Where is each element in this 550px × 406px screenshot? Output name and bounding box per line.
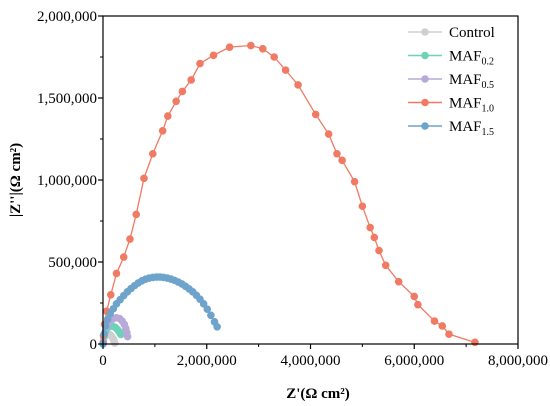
data-point (394, 277, 403, 286)
data-point (338, 156, 346, 165)
legend-item: MAF1.5 (408, 119, 494, 138)
data-point (149, 149, 157, 158)
legend-item: MAF0.5 (408, 72, 494, 91)
data-point (123, 332, 132, 341)
data-point (324, 130, 333, 138)
y-tick-label: 1,000,000 (37, 173, 97, 189)
data-point (445, 330, 453, 338)
data-point (414, 300, 422, 309)
data-point (375, 246, 383, 255)
y-tick-label: 2,000,000 (37, 9, 97, 25)
data-point (213, 322, 221, 331)
legend-item: MAF0.2 (408, 49, 494, 68)
legend-marker (421, 122, 429, 130)
data-point (358, 202, 367, 211)
data-point (203, 305, 212, 314)
data-point (247, 41, 255, 50)
series-line (102, 44, 476, 344)
data-point (172, 97, 180, 106)
legend-item: MAF1.0 (408, 96, 494, 115)
legend-label: Control (449, 25, 495, 41)
y-tick-label: 500,000 (48, 255, 97, 271)
legend-marker (421, 98, 429, 107)
data-point (132, 210, 141, 219)
data-point (106, 290, 115, 299)
x-tick-label: 2,000,000 (177, 353, 237, 369)
series-MAF1.0 (99, 41, 479, 347)
data-point (100, 330, 108, 338)
legend-marker (421, 51, 429, 60)
data-point (370, 233, 379, 242)
data-point (366, 223, 374, 232)
plot-frame (102, 15, 519, 345)
data-point (207, 311, 215, 320)
data-point (140, 174, 148, 183)
x-tick-label: 4,000,000 (281, 353, 341, 369)
data-point (187, 76, 195, 84)
data-point (158, 127, 167, 135)
x-tick-label: 0 (99, 353, 107, 369)
data-point (258, 44, 267, 53)
x-tick-label: 8,000,000 (488, 353, 548, 369)
data-point (438, 322, 447, 330)
legend-label: MAF1.0 (449, 96, 494, 115)
legend-marker (421, 28, 429, 36)
legend: Control MAF0.2 MAF0.5 MAF1.0 MAF1.5 (408, 25, 495, 138)
legend-marker (421, 75, 429, 83)
data-point (410, 292, 419, 301)
axes: 0 2,000,000 4,000,000 6,000,000 8,000,000 0 50… (37, 9, 548, 369)
data-point (119, 253, 128, 261)
data-point (178, 87, 187, 96)
data-point (164, 112, 172, 120)
data-point (281, 66, 290, 74)
data-point (209, 51, 218, 60)
data-point (225, 43, 234, 51)
legend-label: MAF1.5 (449, 119, 494, 138)
data-point (333, 149, 341, 158)
data-point (311, 110, 320, 119)
y-axis-title: |Z''|(Ω cm²) (8, 143, 24, 217)
data-point (350, 177, 359, 186)
data-point (430, 317, 439, 325)
plot-area (99, 41, 479, 348)
y-tick-label: 1,500,000 (37, 91, 97, 107)
x-axis-title: Z'(Ω cm²) (286, 386, 350, 402)
x-tick-label: 6,000,000 (384, 353, 444, 369)
data-point (270, 53, 278, 61)
data-point (196, 59, 204, 68)
data-point (112, 269, 121, 278)
data-point (110, 339, 119, 347)
data-point (294, 81, 302, 89)
legend-label: MAF0.5 (449, 72, 494, 91)
data-point (381, 261, 390, 270)
data-point (471, 338, 479, 347)
data-point (126, 235, 134, 243)
y-tick-label: 0 (90, 337, 98, 353)
legend-label: MAF0.2 (449, 49, 494, 68)
data-point (199, 300, 208, 308)
legend-item: Control (408, 25, 495, 41)
